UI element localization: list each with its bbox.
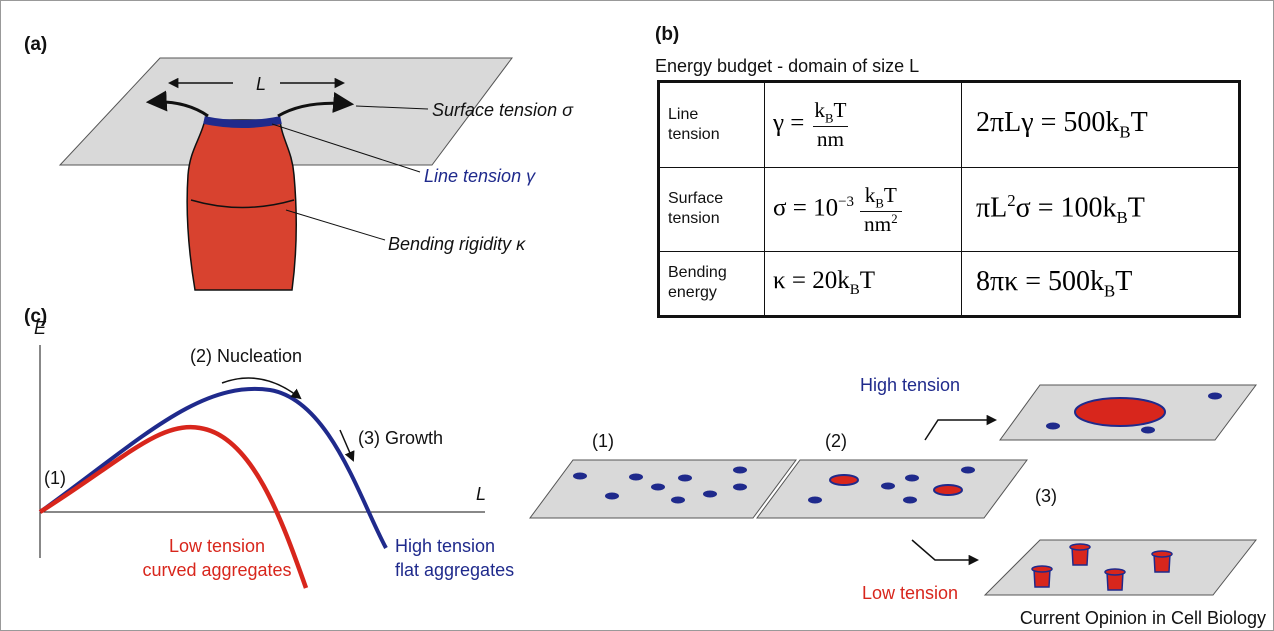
formula-text: −3 (838, 194, 854, 210)
formula-text: k (814, 98, 825, 122)
aggregate-body (187, 120, 296, 290)
table-row: Bending energy κ = 20kBT 8πκ = 500kBT (659, 251, 1240, 316)
start-label: (1) (44, 468, 66, 488)
membrane-plane (757, 460, 1027, 518)
formula-text: B (825, 111, 834, 125)
formula-text: B (1119, 123, 1130, 142)
row-label-text: Surface tension (668, 189, 740, 229)
energy: πL2σ = 100kBT (962, 167, 1240, 251)
stage-label: (2) (825, 431, 847, 451)
formula-text: nm (817, 127, 844, 151)
x-axis-label: L (476, 484, 486, 504)
formula-text: B (1104, 281, 1115, 300)
formula-text: T (1131, 107, 1148, 138)
low-tension-label: Low tension (862, 583, 958, 603)
pathway-arrow (912, 540, 977, 560)
surface-tension-label: Surface tension σ (432, 100, 574, 120)
nucleus-domain (830, 475, 858, 485)
line-tension-rim (204, 120, 281, 124)
denominator: nm2 (860, 211, 902, 237)
formula-text: πL (976, 192, 1007, 223)
row-label: Line tension (659, 82, 765, 168)
low-tension-curve-label: Low tension (169, 536, 265, 556)
growth-label: (3) Growth (358, 428, 443, 448)
leader-line (286, 210, 385, 240)
credit: Current Opinion in Cell Biology (1020, 608, 1266, 628)
bending-rigidity-label: Bending rigidity κ (388, 234, 526, 254)
high-tension-curve (40, 389, 386, 548)
panel-label: (b) (655, 24, 679, 45)
definition: κ = 20kBT (765, 251, 962, 316)
pathway-arrow (925, 420, 995, 440)
low-tension-curve-label: curved aggregates (142, 560, 291, 580)
formula-text: B (875, 196, 884, 210)
nucleation-label: (2) Nucleation (190, 346, 302, 366)
formula-text: nm (864, 212, 891, 236)
formula-text: 8πκ = 500k (976, 266, 1104, 297)
formula-text: T (1115, 266, 1132, 297)
formula-text: σ = 100k (1016, 192, 1117, 223)
row-label-text: Line tension (668, 105, 740, 145)
formula-text: T (884, 183, 897, 207)
figure-page: {"panel_a": {"label": "(a)", "length_lab… (0, 0, 1274, 631)
energy: 8πκ = 500kBT (962, 251, 1240, 316)
formula-text: k (865, 183, 876, 207)
stage-label: (1) (592, 431, 614, 451)
formula-text: γ = (773, 110, 804, 137)
formula-text: 2 (891, 212, 897, 226)
flat-aggregate (1075, 398, 1165, 426)
formula-text: κ = 20k (773, 267, 850, 294)
stage-label: (3) (1035, 486, 1057, 506)
formula-text: T (860, 267, 875, 294)
formula-text: σ = 10 (773, 194, 838, 221)
energy: 2πLγ = 500kBT (962, 82, 1240, 168)
formula-text: B (1117, 208, 1128, 227)
row-label: Bending energy (659, 251, 765, 316)
high-tension-label: High tension (860, 375, 960, 395)
numerator: kBT (810, 98, 850, 126)
formula-text: 2 (1007, 191, 1015, 210)
numerator: kBT (861, 183, 901, 211)
formula-text: T (834, 98, 847, 122)
length-label: L (256, 74, 266, 94)
formula-text: 2πLγ = 500k (976, 107, 1119, 138)
table-caption: Energy budget - domain of size L (655, 56, 919, 76)
denominator: nm (813, 126, 848, 151)
row-label-text: Bending energy (668, 263, 740, 303)
nucleus-domain (934, 485, 962, 495)
panel-label: (a) (24, 34, 47, 55)
high-tension-curve-label: flat aggregates (395, 560, 514, 580)
formula-text: T (1128, 192, 1145, 223)
formula-text: B (850, 282, 860, 298)
line-tension-label: Line tension γ (424, 166, 536, 186)
y-axis-label: E (34, 318, 47, 338)
row-label: Surface tension (659, 167, 765, 251)
high-tension-curve-label: High tension (395, 536, 495, 556)
